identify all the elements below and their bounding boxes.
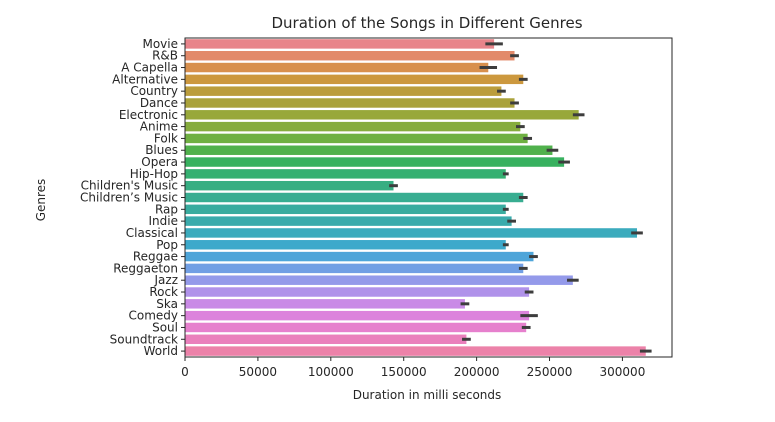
y-tick-label: Anime — [140, 120, 178, 134]
bar-19 — [185, 263, 524, 274]
y-tick-label: Dance — [140, 96, 178, 110]
bar-14 — [185, 204, 506, 215]
y-tick-label: R&B — [152, 49, 178, 63]
y-tick-label: Alternative — [112, 72, 178, 86]
bar-13 — [185, 192, 524, 203]
y-tick-label: Rock — [149, 285, 178, 299]
x-tick-label: 300000 — [600, 365, 646, 379]
bar-20 — [185, 275, 573, 285]
bar-11 — [185, 169, 506, 179]
bar-21 — [185, 287, 530, 297]
bar-5 — [185, 98, 515, 108]
bar-2 — [185, 62, 489, 73]
y-tick-label: A Capella — [121, 61, 178, 75]
bar-23 — [185, 310, 530, 321]
y-tick-label: Electronic — [119, 108, 178, 122]
bar-1 — [185, 50, 515, 61]
bar-18 — [185, 251, 534, 262]
bar-26 — [185, 346, 646, 356]
plot-frame — [184, 37, 673, 358]
x-ticks-group: 0 50000 100000 150000 200000 250000 300000 — [181, 357, 645, 379]
y-tick-label: Soundtrack — [110, 332, 178, 346]
chart-title: Duration of the Songs in Different Genre… — [271, 14, 582, 32]
y-tick-label: Jazz — [154, 273, 179, 287]
bar-24 — [185, 322, 527, 333]
bar-17 — [185, 240, 506, 250]
bar-10 — [185, 157, 565, 167]
bar-3 — [185, 74, 524, 85]
bar-16 — [185, 228, 638, 238]
y-tick-label: World — [144, 344, 178, 358]
bar-22 — [185, 299, 465, 309]
y-tick-label: Comedy — [128, 309, 178, 323]
y-tick-label: Movie — [142, 37, 178, 51]
y-tick-label: Folk — [154, 131, 178, 145]
y-tick-label: Indie — [149, 214, 178, 228]
y-axis-label: Genres — [34, 179, 48, 222]
bar-25 — [185, 334, 467, 345]
x-tick-label: 100000 — [308, 365, 354, 379]
y-tick-label: Opera — [141, 155, 178, 169]
y-tick-label: Rap — [155, 202, 178, 216]
y-tick-label: Children's Music — [81, 179, 178, 193]
x-tick-label: 200000 — [454, 365, 500, 379]
y-tick-label: Reggae — [133, 250, 178, 264]
x-tick-label: 50000 — [239, 365, 277, 379]
y-tick-label: Country — [130, 84, 178, 98]
x-axis-label: Duration in milli seconds — [353, 388, 502, 402]
bar-6 — [185, 110, 579, 120]
bar-15 — [185, 216, 512, 226]
bar-9 — [185, 145, 553, 155]
y-tick-label: Hip-Hop — [130, 167, 178, 181]
x-tick-label: 250000 — [527, 365, 573, 379]
y-tick-label: Reggaeton — [113, 261, 178, 275]
bar-0 — [185, 39, 495, 49]
bar-8 — [185, 133, 528, 144]
y-tick-label: Blues — [145, 143, 178, 157]
y-tick-label: Ska — [156, 297, 178, 311]
y-tick-label: Soul — [152, 320, 178, 334]
y-tick-label: Classical — [126, 226, 178, 240]
bars-group — [185, 39, 652, 356]
x-tick-label: 0 — [181, 365, 189, 379]
bar-7 — [185, 121, 521, 132]
y-tick-label: Children’s Music — [80, 191, 178, 205]
y-tick-label: Pop — [156, 238, 178, 252]
bar-12 — [185, 180, 394, 191]
bar-4 — [185, 86, 502, 96]
x-tick-label: 150000 — [381, 365, 427, 379]
